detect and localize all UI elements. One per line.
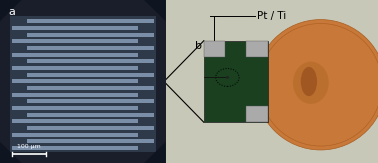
Bar: [27, 139, 154, 143]
Bar: [12, 53, 138, 57]
Bar: [12, 26, 138, 30]
Bar: [12, 93, 138, 97]
Polygon shape: [144, 142, 166, 163]
Bar: [12, 39, 138, 43]
Bar: [27, 73, 154, 77]
Circle shape: [226, 76, 229, 79]
Bar: [27, 33, 154, 37]
Bar: [27, 86, 154, 90]
Text: 100 μm: 100 μm: [17, 144, 41, 149]
Bar: [12, 119, 138, 123]
Bar: [12, 133, 138, 137]
Bar: [27, 126, 154, 130]
Polygon shape: [0, 142, 22, 163]
Bar: [204, 41, 225, 57]
Text: a: a: [8, 7, 15, 16]
Bar: [27, 19, 154, 23]
Bar: [27, 113, 154, 117]
Bar: [204, 41, 268, 122]
Bar: [12, 66, 138, 70]
Bar: [27, 59, 154, 63]
Polygon shape: [0, 0, 22, 21]
Bar: [27, 46, 154, 50]
Polygon shape: [144, 0, 166, 21]
Text: Pt / Ti: Pt / Ti: [257, 11, 286, 21]
Bar: [12, 146, 138, 150]
Bar: [12, 106, 138, 110]
Ellipse shape: [256, 20, 378, 150]
Ellipse shape: [301, 67, 317, 96]
Ellipse shape: [293, 62, 329, 104]
Bar: [27, 99, 154, 103]
Bar: [246, 106, 268, 122]
Bar: [10, 16, 156, 152]
Text: b: b: [195, 41, 202, 51]
Bar: [246, 41, 268, 57]
Bar: [12, 79, 138, 83]
